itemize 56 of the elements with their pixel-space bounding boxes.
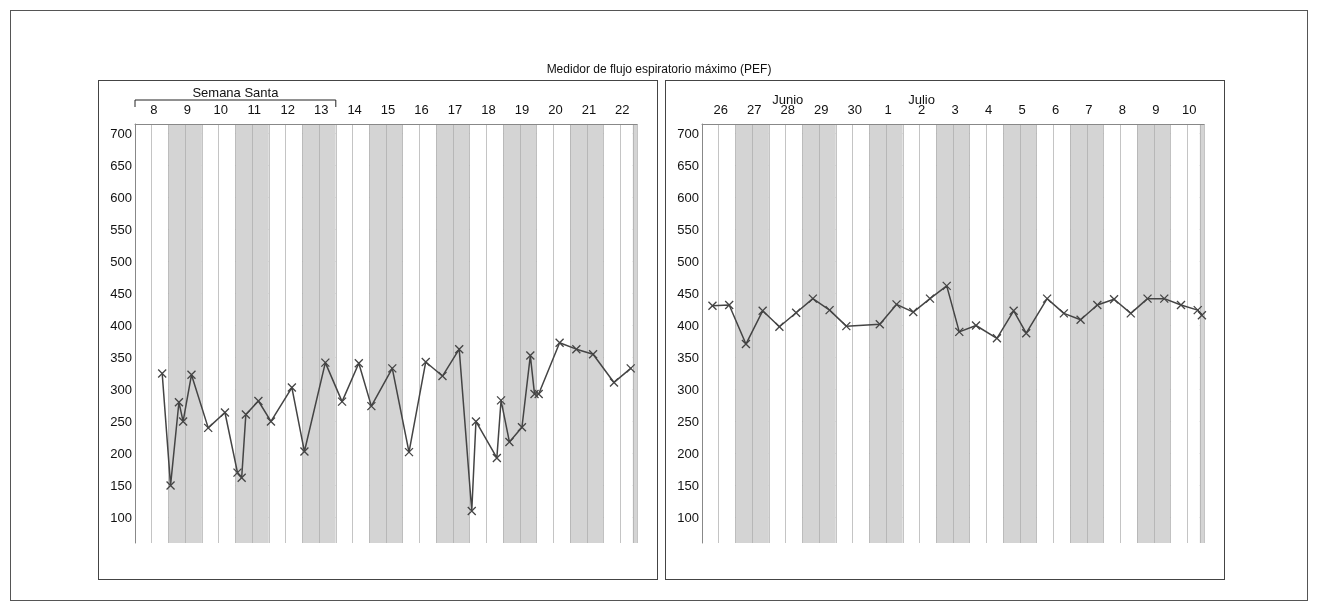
x-tick-label: 1 — [884, 102, 892, 117]
y-tick-label: 650 — [110, 158, 132, 174]
x-tick-label: 16 — [414, 102, 429, 117]
y-tick-label: 250 — [677, 413, 699, 429]
y-tick-label: 500 — [110, 254, 132, 270]
y-tick-label: 500 — [677, 254, 699, 270]
x-tick-label: 4 — [984, 102, 993, 117]
y-tick-label: 450 — [110, 286, 132, 302]
x-tick-label: 9 — [1152, 102, 1160, 117]
x-tick-label: 5 — [1018, 102, 1026, 117]
x-tick-label: 29 — [813, 102, 829, 117]
x-tick-label: 15 — [380, 102, 396, 117]
y-tick-label: 550 — [110, 222, 132, 238]
y-tick-label: 100 — [677, 509, 699, 525]
y-tick-label: 150 — [110, 477, 132, 493]
y-tick-label: 350 — [110, 349, 132, 365]
y-tick-label: 700 — [110, 126, 132, 142]
x-tick-label: 3 — [951, 102, 959, 117]
y-tick-label: 700 — [677, 126, 699, 142]
y-tick-label: 550 — [677, 222, 699, 238]
x-tick-label: 30 — [847, 102, 862, 117]
y-tick-label: 450 — [677, 286, 699, 302]
chart-title: Medidor de flujo espiratorio máximo (PEF) — [545, 62, 773, 76]
x-tick-label: 6 — [1051, 102, 1060, 117]
y-tick-label: 400 — [110, 318, 132, 333]
text: Semana Santa — [192, 85, 280, 100]
x-tick-label: 26 — [713, 102, 729, 117]
y-tick-label: 100 — [110, 509, 132, 525]
x-tick-label: 27 — [747, 102, 762, 117]
x-tick-label: 10 — [213, 102, 228, 117]
x-tick-label: 8 — [150, 102, 158, 117]
y-tick-label: 350 — [677, 349, 699, 365]
y-tick-label: 650 — [677, 158, 699, 174]
x-tick-label: 11 — [247, 102, 261, 117]
x-tick-label: 21 — [581, 102, 597, 117]
x-tick-label: 14 — [347, 102, 362, 117]
x-tick-label: 7 — [1085, 102, 1093, 117]
y-tick-label: 200 — [110, 445, 132, 461]
y-tick-label: 300 — [677, 381, 699, 397]
x-tick-label: 20 — [548, 102, 563, 117]
x-tick-label: 17 — [447, 102, 463, 117]
y-tick-label: 600 — [110, 190, 132, 206]
y-tick-label: 200 — [677, 445, 699, 461]
x-tick-label: 10 — [1182, 102, 1197, 117]
x-tick-label: 8 — [1118, 102, 1127, 117]
x-tick-label: 22 — [615, 102, 630, 117]
y-tick-label: 600 — [677, 190, 699, 206]
y-tick-label: 300 — [110, 381, 132, 397]
x-tick-label: 9 — [183, 102, 191, 117]
x-tick-label: 19 — [514, 102, 530, 117]
x-tick-label: 13 — [313, 102, 329, 117]
x-tick-label: 18 — [481, 102, 496, 117]
x-tick-label: 12 — [280, 102, 295, 117]
y-tick-label: 250 — [110, 413, 132, 429]
y-tick-label: 400 — [677, 318, 699, 333]
y-tick-label: 150 — [677, 477, 699, 493]
